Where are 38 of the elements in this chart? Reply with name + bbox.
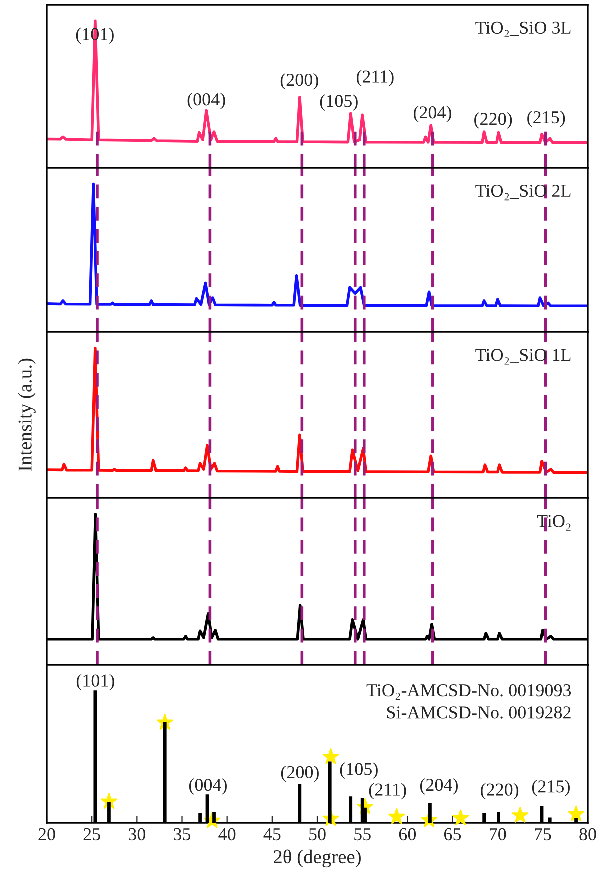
annotation: (211) xyxy=(369,783,406,800)
annotation: (220) xyxy=(481,783,519,800)
x-axis-title: 2θ (degree) xyxy=(274,850,361,868)
annotation: (004) xyxy=(188,92,226,110)
x-tick-label: 35 xyxy=(174,828,191,841)
annotation: (004) xyxy=(189,778,227,795)
annotation: (200) xyxy=(280,73,318,90)
annotation: (105) xyxy=(340,762,378,780)
text: (101) xyxy=(76,674,114,691)
x-tick-label: 45 xyxy=(264,828,281,841)
annotation: (215) xyxy=(532,780,570,796)
x-tick-label: 30 xyxy=(129,828,146,841)
x-tick-label: 60 xyxy=(399,828,416,841)
annotation: (105) xyxy=(320,94,358,111)
x-tick-label: 65 xyxy=(444,828,462,841)
annotation: Si-AMCSD-No. 0019282 xyxy=(387,706,571,719)
point xyxy=(568,806,585,822)
x-tick-label: 40 xyxy=(218,828,236,841)
annotation: (204) xyxy=(420,778,458,795)
annotation: (215) xyxy=(528,110,566,128)
x-tick-label: 80 xyxy=(580,828,596,841)
y-axis-title: Intensity (a.u.) xyxy=(18,358,36,472)
point xyxy=(512,807,529,823)
x-tick-label: 20 xyxy=(38,828,56,841)
point xyxy=(452,810,470,826)
x-tick-label: 75 xyxy=(535,828,552,841)
point xyxy=(388,808,406,824)
x-tick-label: 55 xyxy=(354,828,371,841)
annotation: (204) xyxy=(414,106,452,122)
annotation: (220) xyxy=(474,112,512,129)
annotation: TiO₂-AMCSD-No. 0019093 xyxy=(366,684,572,700)
point xyxy=(322,748,340,764)
x-tick-label: 25 xyxy=(84,828,100,841)
text: TiO₂_SiO 3L xyxy=(476,22,571,38)
x-tick-label: 70 xyxy=(490,828,506,841)
x-tick-label: 50 xyxy=(310,828,326,841)
annotation: (200) xyxy=(281,766,319,782)
annotation: (211) xyxy=(356,70,394,87)
